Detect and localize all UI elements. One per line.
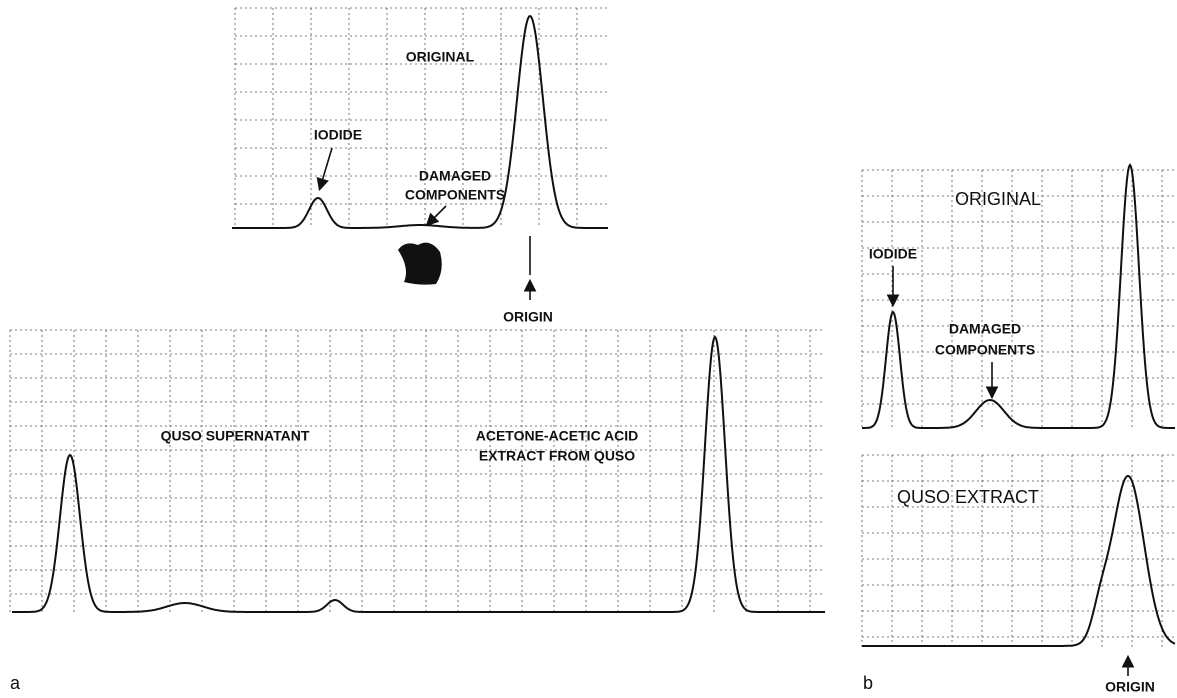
label: ORIGIN bbox=[503, 309, 553, 325]
label: IODIDE bbox=[869, 246, 917, 262]
label: ORIGINAL bbox=[955, 189, 1041, 209]
label: DAMAGED bbox=[419, 168, 491, 184]
arrow bbox=[316, 147, 333, 192]
label: QUSO EXTRACT bbox=[897, 487, 1039, 507]
arrow bbox=[425, 205, 447, 227]
label: ORIGIN bbox=[1105, 679, 1155, 695]
trace bbox=[862, 474, 1176, 647]
label: DAMAGED bbox=[949, 321, 1021, 337]
label: COMPONENTS bbox=[405, 187, 505, 203]
label: ORIGINAL bbox=[406, 49, 475, 65]
panel-label: a bbox=[10, 673, 21, 693]
label: EXTRACT FROM QUSO bbox=[479, 448, 635, 464]
grids bbox=[9, 7, 1175, 650]
trace bbox=[862, 163, 1175, 429]
panel-label: b bbox=[863, 673, 873, 693]
label: IODIDE bbox=[314, 127, 362, 143]
blot bbox=[398, 242, 442, 285]
label: QUSO SUPERNATANT bbox=[161, 428, 310, 444]
label: COMPONENTS bbox=[935, 342, 1035, 358]
trace bbox=[232, 14, 608, 229]
trace bbox=[12, 335, 825, 613]
label: ACETONE-ACETIC ACID bbox=[476, 428, 639, 444]
traces bbox=[12, 14, 1176, 647]
